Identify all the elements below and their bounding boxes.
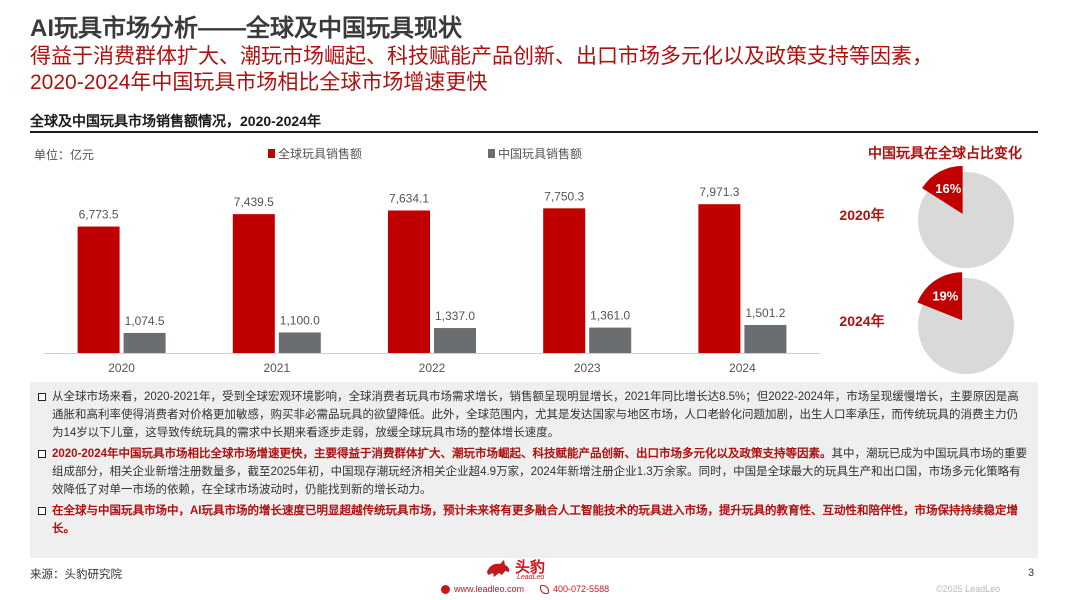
pie-title: 中国玩具在全球占比变化 [868, 145, 1022, 161]
bar-global-2023 [543, 208, 586, 353]
chart-section-title: 全球及中国玩具市场销售额情况，2020-2024年 [30, 113, 321, 129]
bullet-highlight-text: 在全球与中国玩具市场中，AI玩具市场的增长速度已明显超越传统玩具市场，预计未来将… [52, 505, 1018, 535]
bar-global-2020 [77, 226, 120, 353]
x-tick-label: 2020 [108, 361, 135, 375]
page-number: 3 [1028, 567, 1035, 579]
footer-contact: www.leadleo.com 400-072-5588 [441, 584, 609, 594]
share-pie-charts: 中国玩具在全球占比变化 16% 2020年 19% 2024年 [839, 145, 1022, 374]
logo-text-en: LeadLeo [517, 574, 545, 581]
bar-value-label: 1,074.5 [125, 314, 165, 328]
section-divider [30, 131, 1038, 133]
bar-china-2024 [744, 324, 787, 353]
legend-label-1: 全球玩具销售额 [278, 146, 362, 161]
logo-text-cn: 头豹 [515, 559, 546, 576]
bar-china-2020 [123, 332, 166, 353]
x-tick-label: 2023 [574, 361, 601, 375]
bar-global-2024 [698, 204, 741, 353]
pie-year-label: 2024年 [839, 313, 884, 329]
bullet-item: 从全球市场来看，2020-2021年，受到全球宏观环境影响，全球消费者玩具市场需… [38, 388, 1028, 442]
pie-share-slice-1 [922, 165, 963, 214]
bar-value-label: 1,501.2 [745, 306, 785, 320]
website-link[interactable]: www.leadleo.com [454, 584, 525, 594]
bullet-highlight-text: 2020-2024年中国玩具市场相比全球市场增速更快，主要得益于消费群体扩大、潮… [52, 448, 832, 460]
x-tick-label: 2024 [729, 361, 756, 375]
bar-value-label: 1,337.0 [435, 309, 475, 323]
bar-value-label: 7,634.1 [389, 191, 429, 205]
legend-swatch-1 [268, 149, 275, 158]
bar-global-2022 [388, 210, 430, 353]
bullet-item: 在全球与中国玩具市场中，AI玩具市场的增长速度已明显超越传统玩具市场，预计未来将… [38, 502, 1028, 538]
pie-share-label: 19% [932, 289, 958, 304]
x-tick-label: 2022 [419, 361, 446, 375]
bullet-item: 2020-2024年中国玩具市场相比全球市场增速更快，主要得益于消费群体扩大、潮… [38, 445, 1028, 499]
checkbox-bullet-icon [38, 450, 46, 458]
x-tick-label: 2021 [263, 361, 290, 375]
checkbox-bullet-icon [38, 507, 46, 515]
page-title: AI玩具市场分析——全球及中国玩具现状 [30, 15, 462, 42]
bar-value-label: 7,750.3 [544, 189, 584, 203]
phone-number: 400-072-5588 [553, 584, 610, 594]
bar-china-2021 [278, 332, 321, 353]
pie-year-label: 2020年 [839, 207, 884, 223]
unit-label: 单位：亿元 [34, 147, 94, 162]
leadleo-logo: 头豹 LeadLeo [485, 556, 555, 584]
bar-chart: 单位：亿元 全球玩具销售额 中国玩具销售额 6,773.5 1,074.5 2020 7,4… [34, 146, 820, 375]
analysis-bullets: 从全球市场来看，2020-2021年，受到全球宏观环境影响，全球消费者玩具市场需… [30, 382, 1038, 558]
bar-china-2023 [589, 327, 632, 353]
legend-label-2: 中国玩具销售额 [498, 146, 582, 161]
page-subtitle-line-2: 2020-2024年中国玩具市场相比全球市场增速更快 [30, 71, 488, 94]
bar-china-2022 [434, 328, 476, 353]
globe-icon [441, 584, 450, 594]
bar-value-label: 6,773.5 [79, 208, 119, 222]
leopard-logo-icon [487, 560, 510, 577]
phone-icon [540, 584, 550, 594]
bar-value-label: 1,100.0 [280, 313, 320, 327]
bar-value-label: 7,971.3 [699, 185, 739, 199]
pie-share-label: 16% [935, 181, 961, 196]
bar-global-2021 [232, 214, 275, 353]
bullet-text: 从全球市场来看，2020-2021年，受到全球宏观环境影响，全球消费者玩具市场需… [52, 391, 1019, 439]
bar-value-label: 1,361.0 [590, 309, 630, 323]
page-subtitle-line-1: 得益于消费群体扩大、潮玩市场崛起、科技赋能产品创新、出口市场多元化以及政策支持等… [30, 45, 933, 68]
checkbox-bullet-icon [38, 393, 46, 401]
copyright-text: ©2025 LeadLeo [936, 584, 1001, 594]
bullet-text: 其中，潮玩已成为中国玩具市场的重要组成部分，相关企业新增注册数量多，截至2025… [52, 448, 1027, 496]
pie-share-slice-2 [917, 272, 963, 321]
source-note: 来源：头豹研究院 [30, 569, 122, 581]
legend-swatch-2 [488, 149, 495, 158]
bar-value-label: 7,439.5 [234, 195, 274, 209]
